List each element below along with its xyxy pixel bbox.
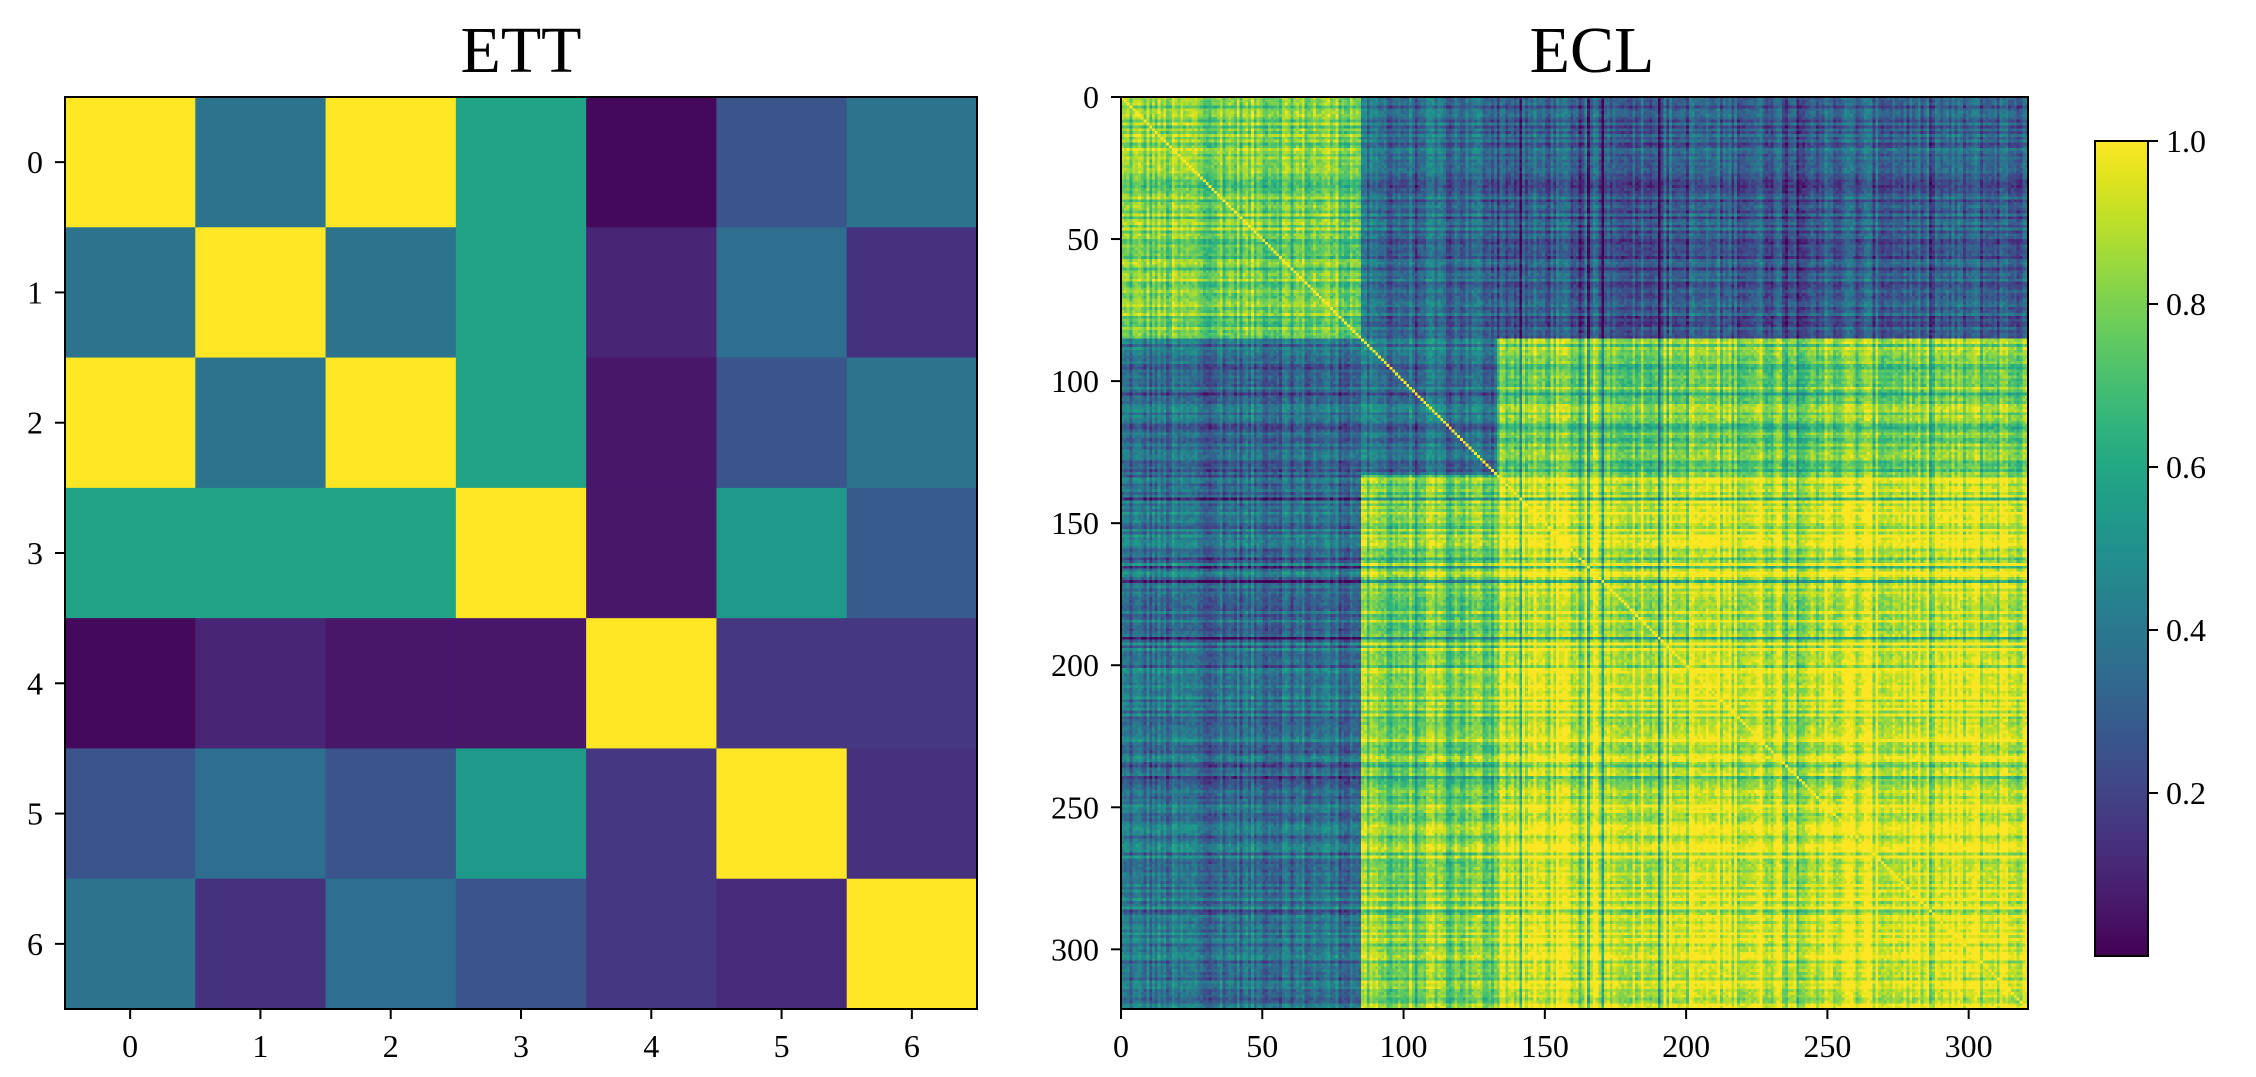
ett-cell-5-0 (65, 748, 196, 880)
ett-cell-6-2 (325, 878, 457, 1010)
ett-cell-4-6 (846, 618, 978, 749)
ecl-x-axis: 0 50 100 150 200 250 300 (1113, 1009, 1993, 1064)
ecl-x-tick-label: 0 (1113, 1028, 1129, 1064)
ett-x-tick-label: 1 (252, 1028, 268, 1064)
ett-cell-0-2 (325, 97, 457, 228)
ett-y-tick-label: 5 (27, 796, 43, 832)
ett-cell-2-1 (195, 357, 327, 489)
ett-cell-1-6 (846, 227, 978, 359)
ett-cell-5-2 (325, 748, 457, 880)
colorbar-tick-label: 1.0 (2166, 123, 2206, 159)
ett-cell-4-5 (716, 618, 848, 749)
ett-cell-5-1 (195, 748, 327, 880)
ecl-x-tick-label: 300 (1945, 1028, 1993, 1064)
ett-x-axis: 0 1 2 3 4 5 6 (122, 1009, 920, 1064)
ecl-x-tick-label: 100 (1380, 1028, 1428, 1064)
ett-cell-2-6 (846, 357, 978, 489)
ett-cell-6-5 (716, 878, 848, 1010)
ett-cell-5-3 (455, 748, 587, 880)
ecl-x-tick-label: 200 (1662, 1028, 1710, 1064)
ett-y-tick-label: 3 (27, 535, 43, 571)
ett-cell-4-0 (65, 618, 196, 749)
ett-x-tick-label: 0 (122, 1028, 138, 1064)
ecl-y-tick-label: 250 (1051, 789, 1099, 825)
ett-cell-0-6 (846, 97, 978, 228)
ett-cell-1-0 (65, 227, 196, 359)
ecl-y-tick-label: 50 (1067, 221, 1099, 257)
ett-y-tick-label: 6 (27, 926, 43, 962)
ecl-y-tick-label: 100 (1051, 363, 1099, 399)
ett-cell-6-1 (195, 878, 327, 1010)
ett-cell-3-6 (846, 487, 978, 619)
ett-cell-6-3 (455, 878, 587, 1010)
ett-cell-1-5 (716, 227, 848, 359)
ett-y-tick-label: 1 (27, 274, 43, 310)
ecl-title: ECL (1530, 14, 1655, 87)
ett-cell-0-5 (716, 97, 848, 228)
ett-cell-4-4 (586, 618, 717, 749)
colorbar-gradient (2095, 141, 2148, 956)
ett-cell-3-3 (455, 487, 587, 619)
ett-cell-0-3 (455, 97, 587, 228)
ett-cell-6-4 (586, 878, 717, 1010)
ecl-x-tick-label: 50 (1246, 1028, 1278, 1064)
colorbar-tick-label: 0.8 (2166, 286, 2206, 322)
ecl-y-tick-label: 0 (1083, 79, 1099, 115)
ett-y-tick-label: 4 (27, 665, 43, 701)
ett-y-axis: 0 1 2 3 4 5 6 (27, 144, 65, 962)
ett-cell-3-5 (716, 487, 848, 619)
ett-cell-0-1 (195, 97, 327, 228)
ett-x-tick-label: 4 (643, 1028, 659, 1064)
ett-cells (65, 97, 978, 1010)
ett-x-tick-label: 5 (774, 1028, 790, 1064)
ecl-y-axis: 0 50 100 150 200 250 300 (1051, 79, 1121, 967)
ecl-heatmap-panel: ECL 0 50 100 150 200 250 300 0 50 100 150 200 250 30… (1051, 14, 2029, 1064)
ecl-frame (1120, 96, 2029, 1010)
ett-cell-1-4 (586, 227, 717, 359)
ecl-y-tick-label: 300 (1051, 931, 1099, 967)
ett-cell-5-5 (716, 748, 848, 880)
ett-cell-4-2 (325, 618, 457, 749)
ett-cell-2-5 (716, 357, 848, 489)
ett-cell-0-4 (586, 97, 717, 228)
ecl-x-tick-label: 150 (1521, 1028, 1569, 1064)
ett-cell-5-4 (586, 748, 717, 880)
ett-heatmap-panel: ETT 0 1 2 3 4 5 6 0 1 2 3 4 5 6 (27, 14, 978, 1064)
colorbar-tick-label: 0.2 (2166, 775, 2206, 811)
ett-cell-1-3 (455, 227, 587, 359)
ett-title: ETT (461, 14, 582, 87)
ecl-x-tick-label: 250 (1803, 1028, 1851, 1064)
colorbar-tick-label: 0.4 (2166, 612, 2206, 648)
ett-cell-3-0 (65, 487, 196, 619)
ett-cell-6-6 (846, 878, 978, 1010)
ett-cell-2-2 (325, 357, 457, 489)
ett-cell-0-0 (65, 97, 196, 228)
ett-x-tick-label: 6 (904, 1028, 920, 1064)
colorbar-tick-label: 0.6 (2166, 449, 2206, 485)
ett-cell-6-0 (65, 878, 196, 1010)
colorbar: 1.0 0.8 0.6 0.4 0.2 (2094, 123, 2206, 957)
ett-cell-1-2 (325, 227, 457, 359)
ett-y-tick-label: 0 (27, 144, 43, 180)
ett-cell-1-1 (195, 227, 327, 359)
ett-x-tick-label: 3 (513, 1028, 529, 1064)
ett-cell-4-1 (195, 618, 327, 749)
ecl-y-tick-label: 150 (1051, 505, 1099, 541)
ett-y-tick-label: 2 (27, 405, 43, 441)
ett-cell-2-0 (65, 357, 196, 489)
ecl-y-tick-label: 200 (1051, 647, 1099, 683)
ett-x-tick-label: 2 (383, 1028, 399, 1064)
ett-cell-5-6 (846, 748, 978, 880)
ett-cell-2-3 (455, 357, 587, 489)
ett-cell-4-3 (455, 618, 587, 749)
ett-cell-2-4 (586, 357, 717, 489)
ett-cell-3-1 (195, 487, 327, 619)
ett-cell-3-2 (325, 487, 457, 619)
ett-cell-3-4 (586, 487, 717, 619)
colorbar-ticks: 1.0 0.8 0.6 0.4 0.2 (2148, 123, 2206, 811)
ecl-heatmap-image (1121, 97, 2028, 1009)
colorbar-frame (2094, 140, 2149, 957)
